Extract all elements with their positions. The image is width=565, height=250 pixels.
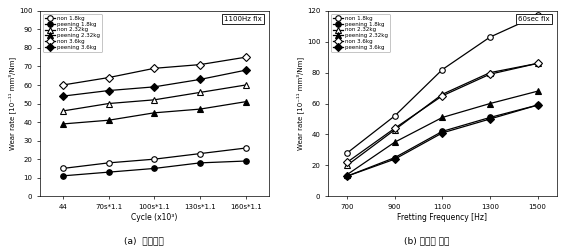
peening 3.6kg (197, 78, 203, 81)
peening 3.6kg (105, 89, 112, 92)
peening 3.6kg (59, 95, 66, 98)
peening 3.6kg (439, 132, 446, 134)
peening 3.6kg (151, 85, 158, 88)
non 2.32kg (392, 128, 398, 131)
Y-axis label: Wear rate [10⁻¹¹ mm³/Nm]: Wear rate [10⁻¹¹ mm³/Nm] (297, 57, 304, 150)
peening 2.32kg (439, 116, 446, 119)
non 3.6kg (242, 56, 249, 59)
non 3.6kg (439, 94, 446, 97)
peening 1.8kg (105, 171, 112, 174)
peening 1.8kg (486, 116, 493, 119)
Line: non 1.8kg: non 1.8kg (344, 13, 540, 156)
peening 3.6kg (392, 158, 398, 161)
non 1.8kg (59, 167, 66, 170)
Line: peening 3.6kg: peening 3.6kg (60, 68, 249, 99)
Text: (a)  하중변수: (a) 하중변수 (124, 236, 164, 245)
non 2.32kg (242, 84, 249, 86)
Line: non 2.32kg: non 2.32kg (60, 82, 249, 114)
peening 2.32kg (105, 119, 112, 122)
non 3.6kg (151, 67, 158, 70)
Line: non 3.6kg: non 3.6kg (60, 54, 249, 88)
Y-axis label: Wear rate [10⁻¹¹ mm³/Nm]: Wear rate [10⁻¹¹ mm³/Nm] (8, 57, 16, 150)
Legend: non 1.8kg, peening 1.8kg, non 2.32kg, peening 2.32kg, non 3.6kg, peening 3.6kg: non 1.8kg, peening 1.8kg, non 2.32kg, pe… (331, 14, 390, 52)
non 2.32kg (151, 98, 158, 101)
peening 3.6kg (534, 104, 541, 106)
non 2.32kg (486, 71, 493, 74)
peening 2.32kg (486, 102, 493, 105)
peening 3.6kg (486, 118, 493, 120)
Line: peening 3.6kg: peening 3.6kg (344, 102, 540, 179)
peening 1.8kg (242, 160, 249, 162)
non 2.32kg (534, 62, 541, 65)
peening 2.32kg (392, 141, 398, 144)
peening 1.8kg (151, 167, 158, 170)
non 1.8kg (242, 146, 249, 150)
non 3.6kg (59, 84, 66, 86)
non 3.6kg (197, 63, 203, 66)
non 3.6kg (105, 76, 112, 79)
peening 1.8kg (197, 162, 203, 164)
Text: 60sec fix: 60sec fix (518, 16, 550, 22)
peening 2.32kg (197, 108, 203, 110)
non 1.8kg (392, 114, 398, 117)
non 3.6kg (392, 127, 398, 130)
Line: non 3.6kg: non 3.6kg (344, 60, 540, 165)
non 1.8kg (151, 158, 158, 161)
non 2.32kg (59, 110, 66, 112)
Line: peening 2.32kg: peening 2.32kg (60, 99, 249, 127)
Line: non 2.32kg: non 2.32kg (344, 60, 540, 168)
Line: peening 1.8kg: peening 1.8kg (344, 102, 540, 179)
peening 2.32kg (534, 90, 541, 93)
Line: peening 1.8kg: peening 1.8kg (60, 158, 249, 179)
Text: (b) 주파수 변수: (b) 주파수 변수 (404, 236, 449, 245)
non 1.8kg (439, 68, 446, 71)
non 3.6kg (486, 73, 493, 76)
Line: non 1.8kg: non 1.8kg (60, 145, 249, 171)
peening 1.8kg (392, 156, 398, 159)
non 1.8kg (197, 152, 203, 155)
non 2.32kg (105, 102, 112, 105)
non 1.8kg (344, 152, 350, 154)
peening 2.32kg (151, 111, 158, 114)
non 1.8kg (534, 14, 541, 17)
peening 1.8kg (534, 104, 541, 106)
non 1.8kg (486, 36, 493, 38)
non 2.32kg (344, 164, 350, 167)
Legend: non 1.8kg, peening 1.8kg, non 2.32kg, peening 2.32kg, non 3.6kg, peening 3.6kg: non 1.8kg, peening 1.8kg, non 2.32kg, pe… (43, 14, 102, 52)
peening 1.8kg (344, 175, 350, 178)
X-axis label: Fretting Frequency [Hz]: Fretting Frequency [Hz] (397, 213, 488, 222)
non 2.32kg (439, 93, 446, 96)
peening 1.8kg (59, 174, 66, 177)
Text: 1100Hz fix: 1100Hz fix (224, 16, 262, 22)
peening 1.8kg (439, 130, 446, 133)
non 1.8kg (105, 162, 112, 164)
Line: peening 2.32kg: peening 2.32kg (344, 88, 540, 178)
peening 3.6kg (242, 69, 249, 72)
peening 2.32kg (344, 173, 350, 176)
peening 2.32kg (59, 122, 66, 126)
non 3.6kg (534, 62, 541, 65)
X-axis label: Cycle (x10³): Cycle (x10³) (131, 213, 177, 222)
non 3.6kg (344, 161, 350, 164)
non 2.32kg (197, 91, 203, 94)
peening 2.32kg (242, 100, 249, 103)
peening 3.6kg (344, 175, 350, 178)
